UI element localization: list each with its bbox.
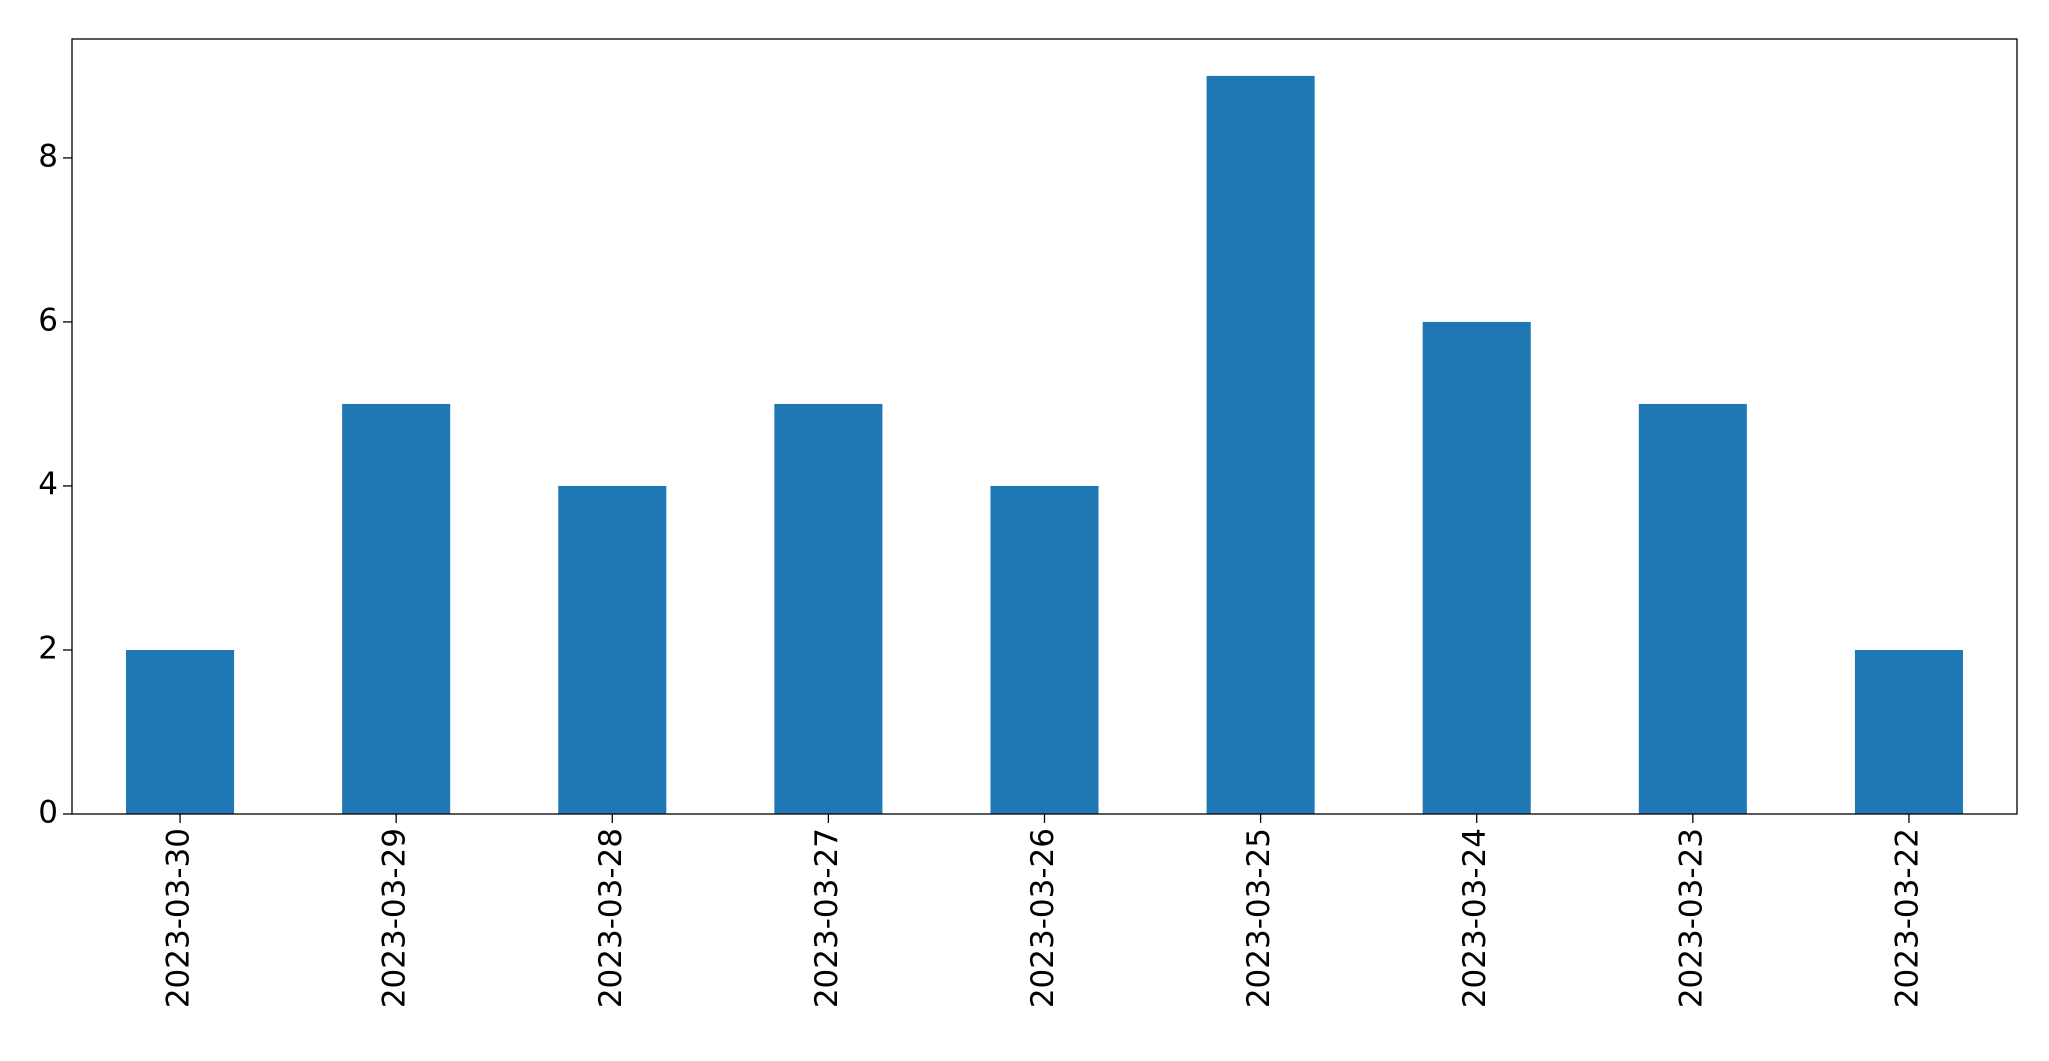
x-tick-label: 2023-03-22 <box>1889 828 1925 1008</box>
x-tick-label: 2023-03-28 <box>593 828 629 1008</box>
plot-frame <box>71 38 2018 815</box>
x-tick-label: 2023-03-30 <box>161 828 197 1008</box>
bar <box>990 485 1099 814</box>
x-tick-label: 2023-03-27 <box>809 828 845 1008</box>
x-tick-label: 2023-03-29 <box>377 828 413 1008</box>
bar <box>1638 403 1747 814</box>
x-tick-label: 2023-03-24 <box>1457 828 1493 1008</box>
x-tick-label: 2023-03-23 <box>1673 828 1709 1008</box>
bar <box>342 403 451 814</box>
bar <box>1206 75 1315 814</box>
bar <box>558 485 667 814</box>
y-tick-label: 2 <box>38 630 58 666</box>
x-tick-label: 2023-03-26 <box>1025 828 1061 1008</box>
bar <box>126 649 235 814</box>
y-tick-label: 4 <box>38 466 58 502</box>
bar <box>1854 649 1963 814</box>
y-tick-label: 0 <box>38 795 58 831</box>
bar <box>1422 321 1531 814</box>
bar <box>774 403 883 814</box>
x-tick-label: 2023-03-25 <box>1241 828 1277 1008</box>
y-tick-label: 8 <box>38 138 58 174</box>
y-tick-label: 6 <box>38 302 58 338</box>
